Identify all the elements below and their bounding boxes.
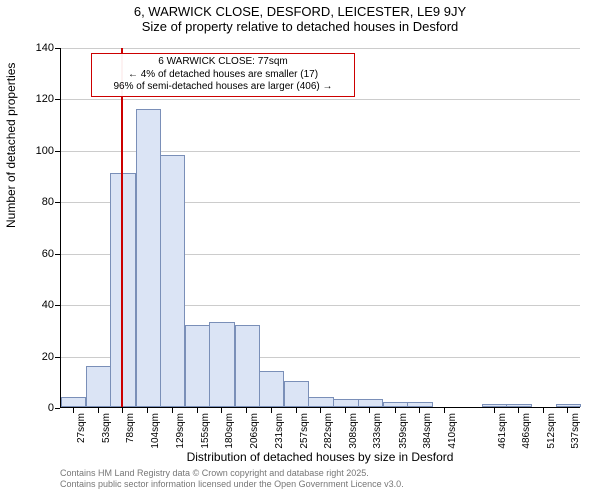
y-tick-label: 40	[42, 299, 54, 311]
x-axis-label: Distribution of detached houses by size …	[60, 450, 580, 464]
y-tick-label: 120	[36, 93, 54, 105]
property-marker-line	[121, 48, 123, 407]
histogram-bar	[185, 325, 210, 407]
x-tick-label: 257sqm	[299, 413, 310, 449]
histogram-bar	[482, 404, 507, 407]
footer-line1: Contains HM Land Registry data © Crown c…	[60, 468, 404, 479]
histogram-bar	[506, 404, 531, 407]
x-tick-label: 104sqm	[150, 413, 161, 449]
histogram-bar	[160, 155, 185, 407]
x-tick-label: 180sqm	[224, 413, 235, 449]
histogram-bar	[383, 402, 408, 407]
histogram-bar	[61, 397, 86, 407]
histogram-bar	[235, 325, 260, 407]
chart-title-block: 6, WARWICK CLOSE, DESFORD, LEICESTER, LE…	[0, 0, 600, 34]
x-tick-label: 206sqm	[249, 413, 260, 449]
y-tick-label: 20	[42, 351, 54, 363]
histogram-bar	[407, 402, 432, 407]
y-tick-label: 0	[48, 402, 54, 414]
x-tick-label: 461sqm	[497, 413, 508, 449]
x-tick-label: 486sqm	[521, 413, 532, 449]
y-tick-label: 60	[42, 248, 54, 260]
chart-title-line1: 6, WARWICK CLOSE, DESFORD, LEICESTER, LE…	[0, 4, 600, 19]
histogram-bar	[284, 381, 309, 407]
y-tick-label: 80	[42, 196, 54, 208]
x-tick-label: 410sqm	[447, 413, 458, 449]
annotation-line3: 96% of semi-detached houses are larger (…	[98, 81, 348, 94]
x-tick-label: 53sqm	[101, 413, 112, 443]
histogram-bar	[136, 109, 161, 407]
histogram-bar	[358, 399, 383, 407]
histogram-bar	[556, 404, 581, 407]
chart-bars	[61, 48, 580, 407]
x-tick-label: 512sqm	[546, 413, 557, 449]
y-axis-label: Number of detached properties	[4, 63, 18, 228]
x-tick-label: 384sqm	[422, 413, 433, 449]
x-tick-label: 308sqm	[348, 413, 359, 449]
x-tick-label: 231sqm	[274, 413, 285, 449]
x-tick-label: 155sqm	[200, 413, 211, 449]
histogram-bar	[259, 371, 284, 407]
y-tick-label: 100	[36, 145, 54, 157]
x-tick-label: 129sqm	[175, 413, 186, 449]
footer-line2: Contains public sector information licen…	[60, 479, 404, 490]
x-tick-label: 537sqm	[570, 413, 581, 449]
chart-plot-area: 6 WARWICK CLOSE: 77sqm ← 4% of detached …	[60, 48, 580, 408]
footer-attribution: Contains HM Land Registry data © Crown c…	[60, 468, 404, 490]
x-tick-label: 282sqm	[323, 413, 334, 449]
annotation-line1: 6 WARWICK CLOSE: 77sqm	[98, 56, 348, 69]
histogram-bar	[308, 397, 333, 407]
histogram-bar	[86, 366, 111, 407]
annotation-box: 6 WARWICK CLOSE: 77sqm ← 4% of detached …	[91, 53, 355, 97]
x-tick-label: 333sqm	[372, 413, 383, 449]
annotation-line2: ← 4% of detached houses are smaller (17)	[98, 69, 348, 82]
x-tick-label: 359sqm	[398, 413, 409, 449]
histogram-bar	[333, 399, 358, 407]
chart-title-line2: Size of property relative to detached ho…	[0, 19, 600, 34]
x-tick-label: 78sqm	[125, 413, 136, 443]
x-tick-label: 27sqm	[76, 413, 87, 443]
y-tick-label: 140	[36, 42, 54, 54]
histogram-bar	[209, 322, 234, 407]
